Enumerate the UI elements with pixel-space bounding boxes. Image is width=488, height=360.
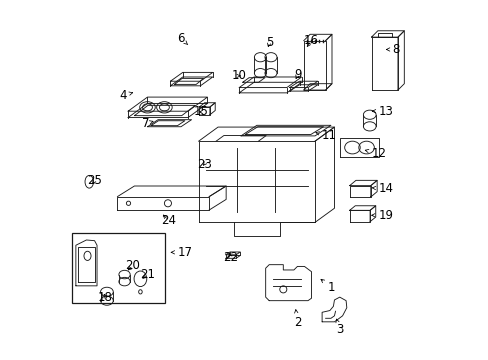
Text: 8: 8 (386, 43, 399, 56)
Bar (71, 233, 165, 303)
Text: 7: 7 (142, 117, 153, 130)
Text: 24: 24 (161, 214, 176, 227)
Text: 15: 15 (193, 105, 208, 118)
Text: 12: 12 (365, 147, 386, 160)
Text: 13: 13 (371, 105, 393, 118)
Text: 19: 19 (371, 209, 393, 222)
Text: 18: 18 (98, 291, 113, 303)
Text: 21: 21 (140, 268, 155, 281)
Text: 20: 20 (125, 259, 140, 272)
Text: 10: 10 (232, 69, 246, 82)
Text: 6: 6 (177, 32, 187, 45)
Text: 5: 5 (265, 36, 272, 49)
Text: 9: 9 (293, 68, 301, 81)
Text: 22: 22 (223, 251, 238, 264)
Text: 4: 4 (119, 89, 132, 102)
Text: 2: 2 (293, 310, 301, 329)
Text: 23: 23 (197, 158, 211, 171)
Text: 16: 16 (303, 34, 318, 47)
Text: 14: 14 (371, 182, 393, 195)
Text: 25: 25 (87, 174, 102, 186)
Text: 17: 17 (171, 246, 192, 259)
Text: 3: 3 (335, 319, 343, 337)
Text: 1: 1 (320, 279, 334, 294)
Text: 11: 11 (315, 129, 336, 143)
